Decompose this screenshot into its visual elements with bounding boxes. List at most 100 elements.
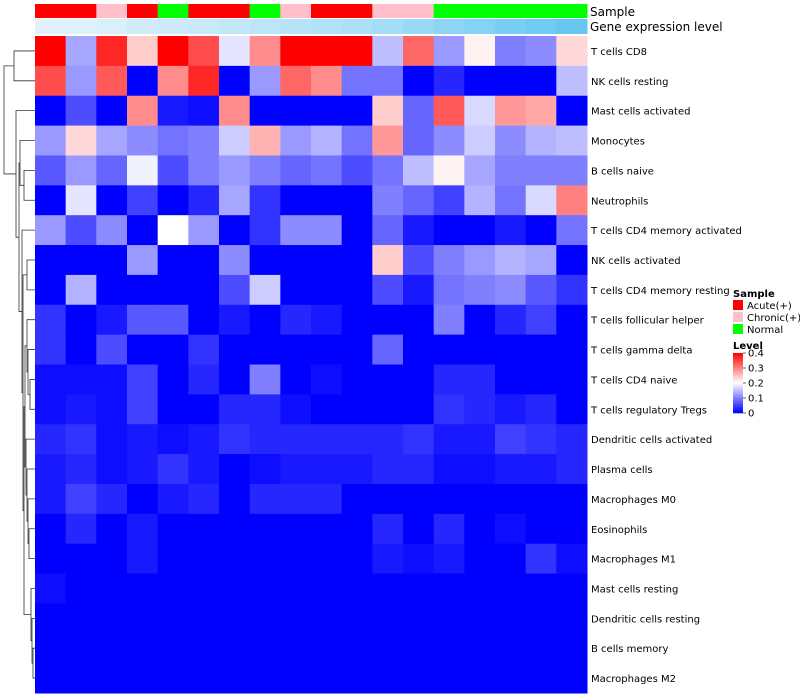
heatmap-cell [127, 304, 159, 336]
heatmap-cell [188, 36, 220, 67]
sample-annotation-cell [35, 4, 67, 18]
heatmap-cell [464, 364, 496, 395]
heatmap-cell [464, 185, 496, 216]
colorbar-segment [733, 404, 743, 406]
heatmap-cell [35, 215, 67, 246]
heatmap-cell [219, 454, 251, 485]
row-label: T cells CD4 naive [590, 375, 677, 386]
colorbar-segment [733, 380, 743, 382]
heatmap-cell [157, 334, 189, 365]
heatmap-cell [35, 36, 67, 67]
heatmap-cell [280, 603, 312, 634]
heatmap-cell [65, 364, 97, 395]
heatmap-cell [433, 185, 465, 216]
heatmap-cell [219, 603, 251, 634]
heatmap-cell [341, 245, 373, 276]
colorbar-segment [733, 354, 743, 357]
heatmap-cell [127, 454, 159, 485]
heatmap-cell [35, 334, 67, 365]
heatmap-cell [341, 364, 373, 395]
heatmap-cell [433, 36, 465, 67]
colorbar-segment [733, 381, 743, 384]
heatmap-cell [464, 394, 496, 425]
heatmap-cell [525, 603, 557, 634]
heatmap-cell [96, 334, 128, 365]
heatmap-cell [403, 513, 435, 545]
heatmap-cell [525, 274, 557, 306]
heatmap-cell [249, 245, 281, 276]
heatmap-cell [219, 543, 251, 575]
heatmap-cell [372, 274, 404, 306]
row-label: Monocytes [591, 137, 645, 148]
heatmap-cell [249, 65, 281, 97]
legend-swatch [733, 324, 743, 334]
heatmap-cell [464, 304, 496, 336]
heatmap-cell [219, 125, 251, 156]
colorbar-segment [733, 398, 743, 400]
heatmap-cell [96, 483, 128, 515]
heatmap-cell [157, 573, 189, 604]
heatmap-cell [157, 663, 189, 694]
heatmap-cell [219, 155, 251, 186]
heatmap-cell [65, 185, 97, 216]
heatmap-cell [65, 483, 97, 515]
heatmap-cell [127, 573, 159, 604]
gene-expression-annotation-cell [249, 19, 281, 34]
gene-expression-annotation-cell [65, 19, 97, 34]
heatmap-cell [127, 603, 159, 634]
colorbar-segment [733, 393, 743, 396]
heatmap-cell [556, 274, 588, 306]
heatmap-cell [525, 364, 557, 395]
sample-annotation-cell [372, 4, 404, 18]
heatmap-cell [464, 215, 496, 246]
gene-expression-annotation-cell [341, 19, 373, 34]
colorbar-segment [733, 362, 743, 364]
row-label: Mast cells activated [591, 107, 690, 118]
heatmap-cell [556, 573, 588, 604]
colorbar-tick-label: 0 [748, 409, 754, 420]
heatmap-cell [403, 454, 435, 485]
colorbar-segment [733, 408, 743, 411]
gene-expression-annotation-cell [464, 19, 496, 34]
heatmap-cell [96, 65, 128, 97]
heatmap-cell [157, 543, 189, 575]
heatmap-cell [280, 334, 312, 365]
colorbar-segment [733, 377, 743, 379]
heatmap-cell [311, 364, 343, 395]
colorbar-segment [733, 375, 743, 378]
heatmap-cell [65, 215, 97, 246]
heatmap-cell [65, 304, 97, 336]
heatmap-cell [127, 125, 159, 156]
heatmap-cell [280, 364, 312, 395]
heatmap-cell [249, 424, 281, 455]
dendrogram-branch [27, 349, 35, 395]
heatmap-cell [372, 125, 404, 156]
heatmap-cell [157, 155, 189, 186]
heatmap-cell [280, 245, 312, 276]
colorbar-tick-label: 0.1 [748, 394, 764, 405]
heatmap-cell [372, 394, 404, 425]
heatmap-cell [372, 36, 404, 67]
heatmap-cell [219, 185, 251, 216]
heatmap-cell [403, 573, 435, 604]
heatmap-cell [96, 36, 128, 67]
heatmap-cell [341, 95, 373, 127]
row-label: Macrophages M0 [591, 495, 676, 506]
heatmap-cell [96, 185, 128, 216]
colorbar-segment [733, 371, 743, 373]
heatmap-cell [35, 155, 67, 186]
dendrogram-branch [21, 229, 35, 394]
row-label: Plasma cells [591, 465, 653, 476]
heatmap-cell [188, 274, 220, 306]
heatmap-cell [464, 573, 496, 604]
heatmap-cell [219, 36, 251, 67]
heatmap-cell [219, 364, 251, 395]
dendrogram-branch [19, 140, 35, 186]
heatmap-cell [280, 543, 312, 575]
colorbar-tick-label: 0.3 [748, 364, 764, 375]
heatmap-cell [403, 424, 435, 455]
heatmap-cell [188, 155, 220, 186]
dendrogram-branch [28, 528, 35, 560]
heatmap-cell [127, 245, 159, 276]
row-label: T cells gamma delta [590, 346, 692, 357]
